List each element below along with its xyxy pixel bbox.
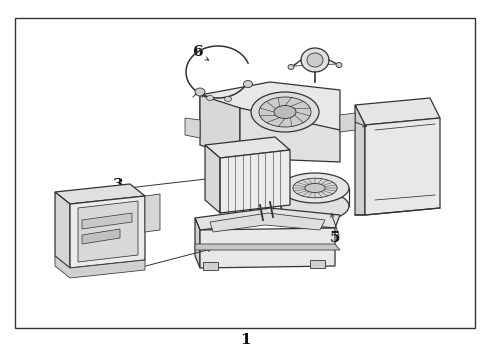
Polygon shape (200, 95, 240, 158)
Polygon shape (355, 98, 440, 125)
Polygon shape (240, 108, 340, 162)
Ellipse shape (305, 184, 325, 193)
Polygon shape (195, 208, 340, 230)
Ellipse shape (307, 53, 323, 67)
Ellipse shape (206, 95, 214, 100)
Polygon shape (195, 218, 200, 268)
Text: 4: 4 (313, 51, 323, 65)
Text: 2: 2 (325, 98, 335, 112)
Ellipse shape (274, 105, 296, 118)
Ellipse shape (301, 48, 329, 72)
Text: 5: 5 (330, 231, 340, 245)
Ellipse shape (224, 96, 231, 102)
Polygon shape (82, 213, 132, 229)
Polygon shape (205, 137, 290, 158)
Polygon shape (55, 256, 145, 278)
Text: 3: 3 (113, 178, 123, 192)
Ellipse shape (293, 178, 337, 198)
Polygon shape (200, 82, 340, 140)
Text: 6: 6 (193, 45, 203, 59)
Polygon shape (205, 145, 220, 213)
Polygon shape (355, 105, 365, 215)
Polygon shape (185, 118, 200, 138)
Ellipse shape (251, 92, 319, 132)
Polygon shape (55, 184, 145, 204)
Ellipse shape (281, 191, 349, 221)
Ellipse shape (281, 173, 349, 203)
Bar (15, 18, 475, 328)
Polygon shape (78, 201, 138, 262)
Ellipse shape (195, 88, 205, 96)
Polygon shape (70, 196, 145, 268)
Ellipse shape (336, 63, 342, 68)
Polygon shape (195, 244, 340, 250)
Polygon shape (200, 228, 335, 268)
Polygon shape (365, 118, 440, 215)
Polygon shape (145, 194, 160, 232)
Bar (310, 260, 325, 268)
Text: 2: 2 (113, 261, 123, 275)
Polygon shape (210, 213, 325, 232)
Polygon shape (82, 229, 120, 244)
Ellipse shape (259, 97, 311, 127)
Polygon shape (55, 192, 70, 268)
Ellipse shape (288, 64, 294, 69)
Bar (203, 262, 218, 270)
Ellipse shape (244, 81, 252, 87)
Polygon shape (220, 150, 290, 213)
Text: 1: 1 (240, 333, 250, 347)
Polygon shape (340, 113, 355, 132)
